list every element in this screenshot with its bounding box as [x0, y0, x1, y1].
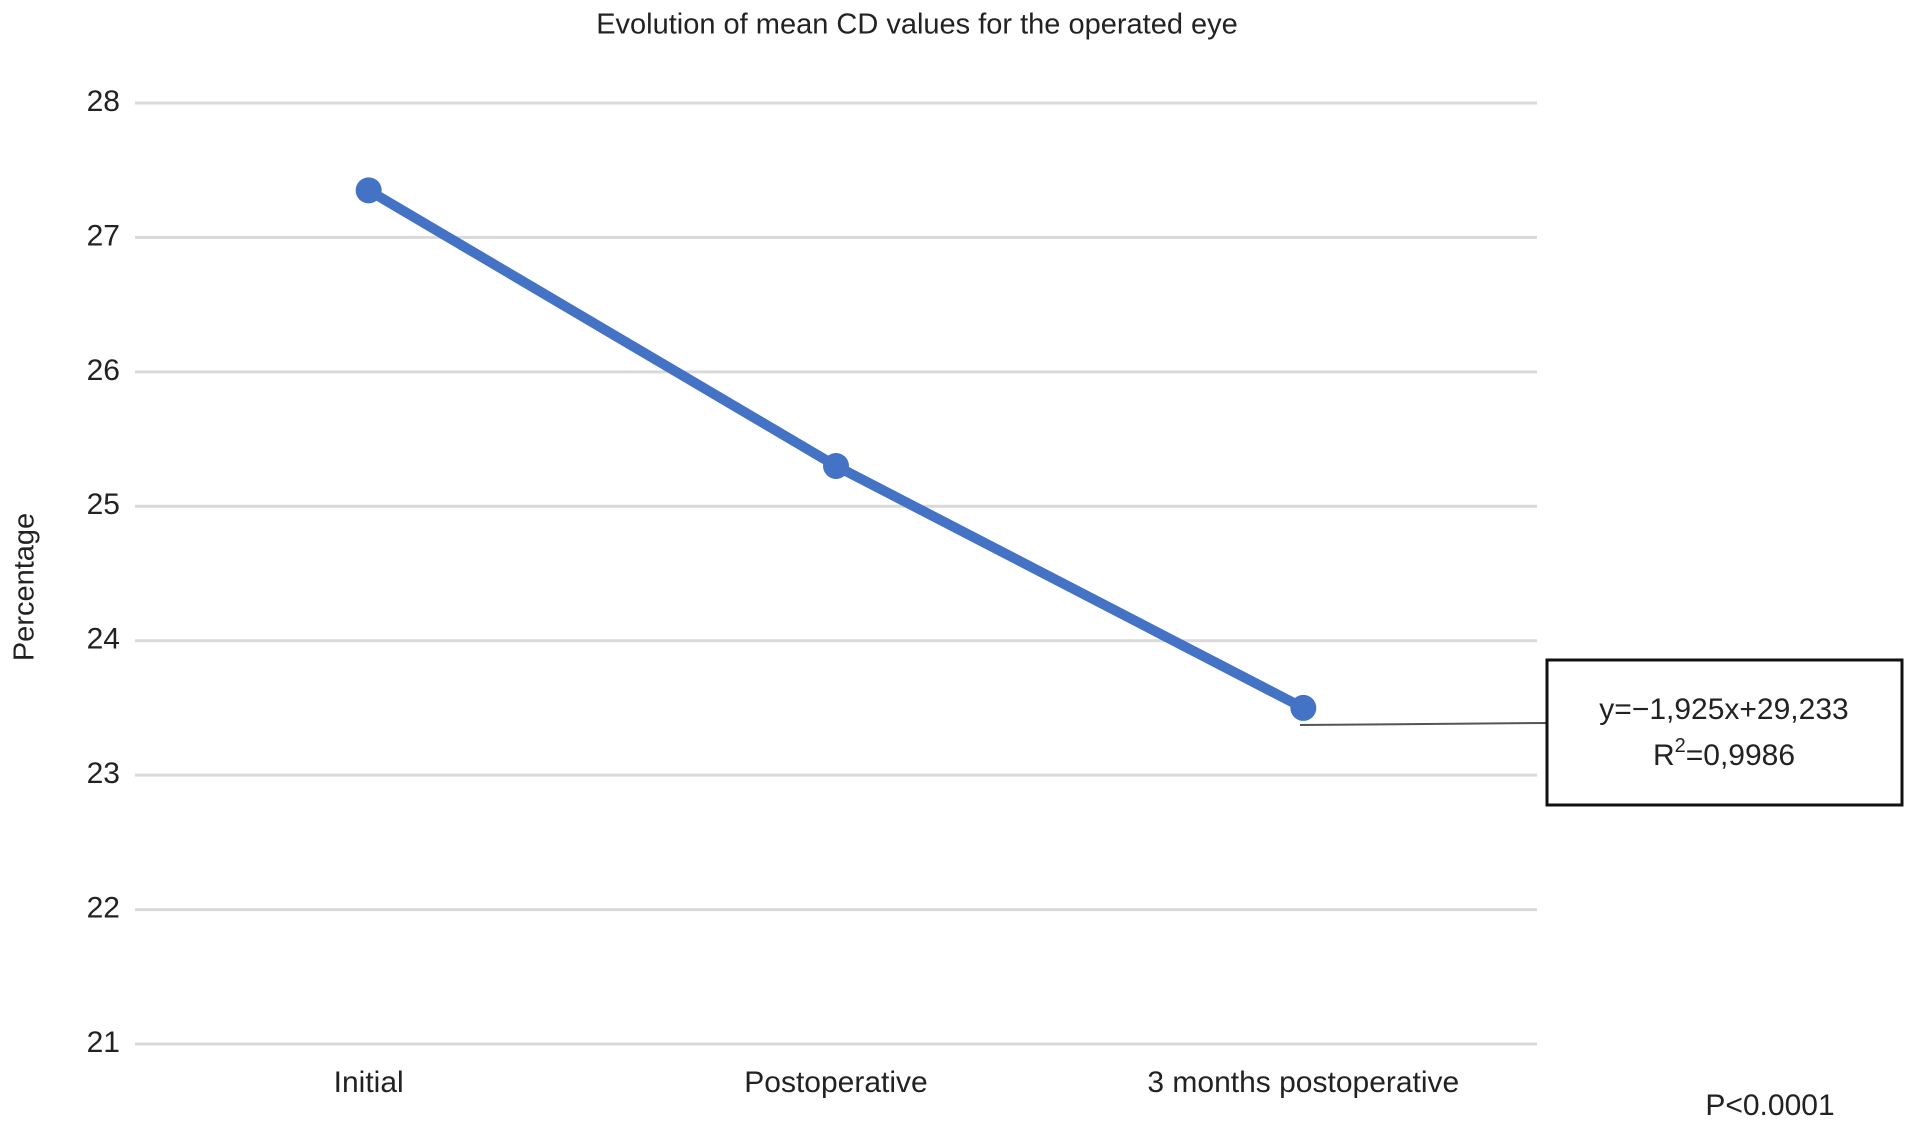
grid: [135, 101, 1537, 1046]
x-tick-label: 3 months postoperative: [1147, 1066, 1459, 1099]
p-value: P<0.0001: [1705, 1089, 1834, 1122]
x-tick-label: Initial: [334, 1066, 404, 1099]
y-axis-label: Percentage: [9, 513, 41, 661]
y-tick-label: 24: [87, 623, 120, 656]
annotation-connector: [1299, 722, 1548, 726]
annotation-r2: R2=0,9986: [1653, 735, 1795, 772]
x-tick-label: Postoperative: [744, 1066, 927, 1099]
chart-title: Evolution of mean CD values for the oper…: [596, 9, 1238, 41]
data-point: [355, 177, 382, 204]
data-point: [1290, 694, 1317, 721]
r-base: R: [1653, 739, 1675, 772]
annotation-box: [1545, 658, 1904, 807]
y-tick-label: 21: [87, 1026, 120, 1059]
r-value: =0,9986: [1686, 739, 1795, 772]
annotation-equation: y=−1,925x+29,233: [1599, 693, 1848, 726]
r-sup: 2: [1675, 735, 1686, 757]
y-tick-label: 23: [87, 757, 120, 790]
data-line: [363, 185, 1309, 713]
series: [355, 177, 1317, 721]
y-tick-label: 27: [87, 219, 120, 252]
data-point: [823, 452, 849, 479]
y-tick-label: 28: [87, 85, 120, 118]
y-tick-label: 26: [87, 354, 120, 387]
y-tick-label: 25: [87, 488, 120, 521]
y-tick-label: 22: [87, 891, 120, 924]
